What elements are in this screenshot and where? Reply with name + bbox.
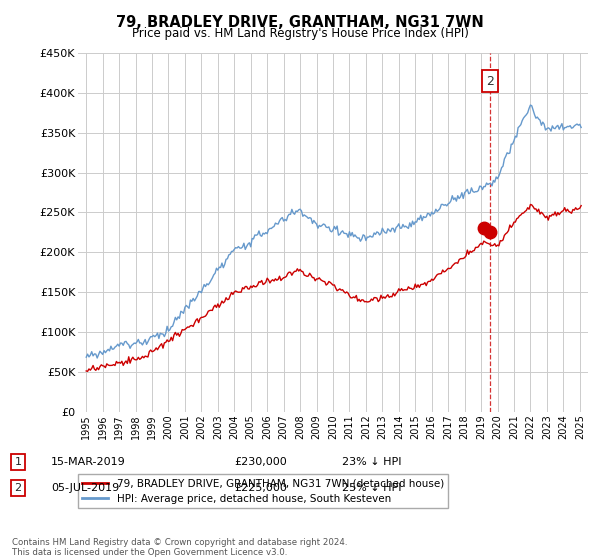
Text: 2: 2	[14, 483, 22, 493]
Legend: 79, BRADLEY DRIVE, GRANTHAM, NG31 7WN (detached house), HPI: Average price, deta: 79, BRADLEY DRIVE, GRANTHAM, NG31 7WN (d…	[78, 474, 448, 508]
Text: Contains HM Land Registry data © Crown copyright and database right 2024.
This d: Contains HM Land Registry data © Crown c…	[12, 538, 347, 557]
Text: 15-MAR-2019: 15-MAR-2019	[51, 457, 126, 467]
Text: Price paid vs. HM Land Registry's House Price Index (HPI): Price paid vs. HM Land Registry's House …	[131, 27, 469, 40]
Text: 23% ↓ HPI: 23% ↓ HPI	[342, 457, 401, 467]
Text: 1: 1	[14, 457, 22, 467]
Text: 05-JUL-2019: 05-JUL-2019	[51, 483, 119, 493]
Text: £230,000: £230,000	[234, 457, 287, 467]
Text: 2: 2	[486, 74, 494, 87]
Text: £225,000: £225,000	[234, 483, 287, 493]
Text: 25% ↓ HPI: 25% ↓ HPI	[342, 483, 401, 493]
Text: 79, BRADLEY DRIVE, GRANTHAM, NG31 7WN: 79, BRADLEY DRIVE, GRANTHAM, NG31 7WN	[116, 15, 484, 30]
